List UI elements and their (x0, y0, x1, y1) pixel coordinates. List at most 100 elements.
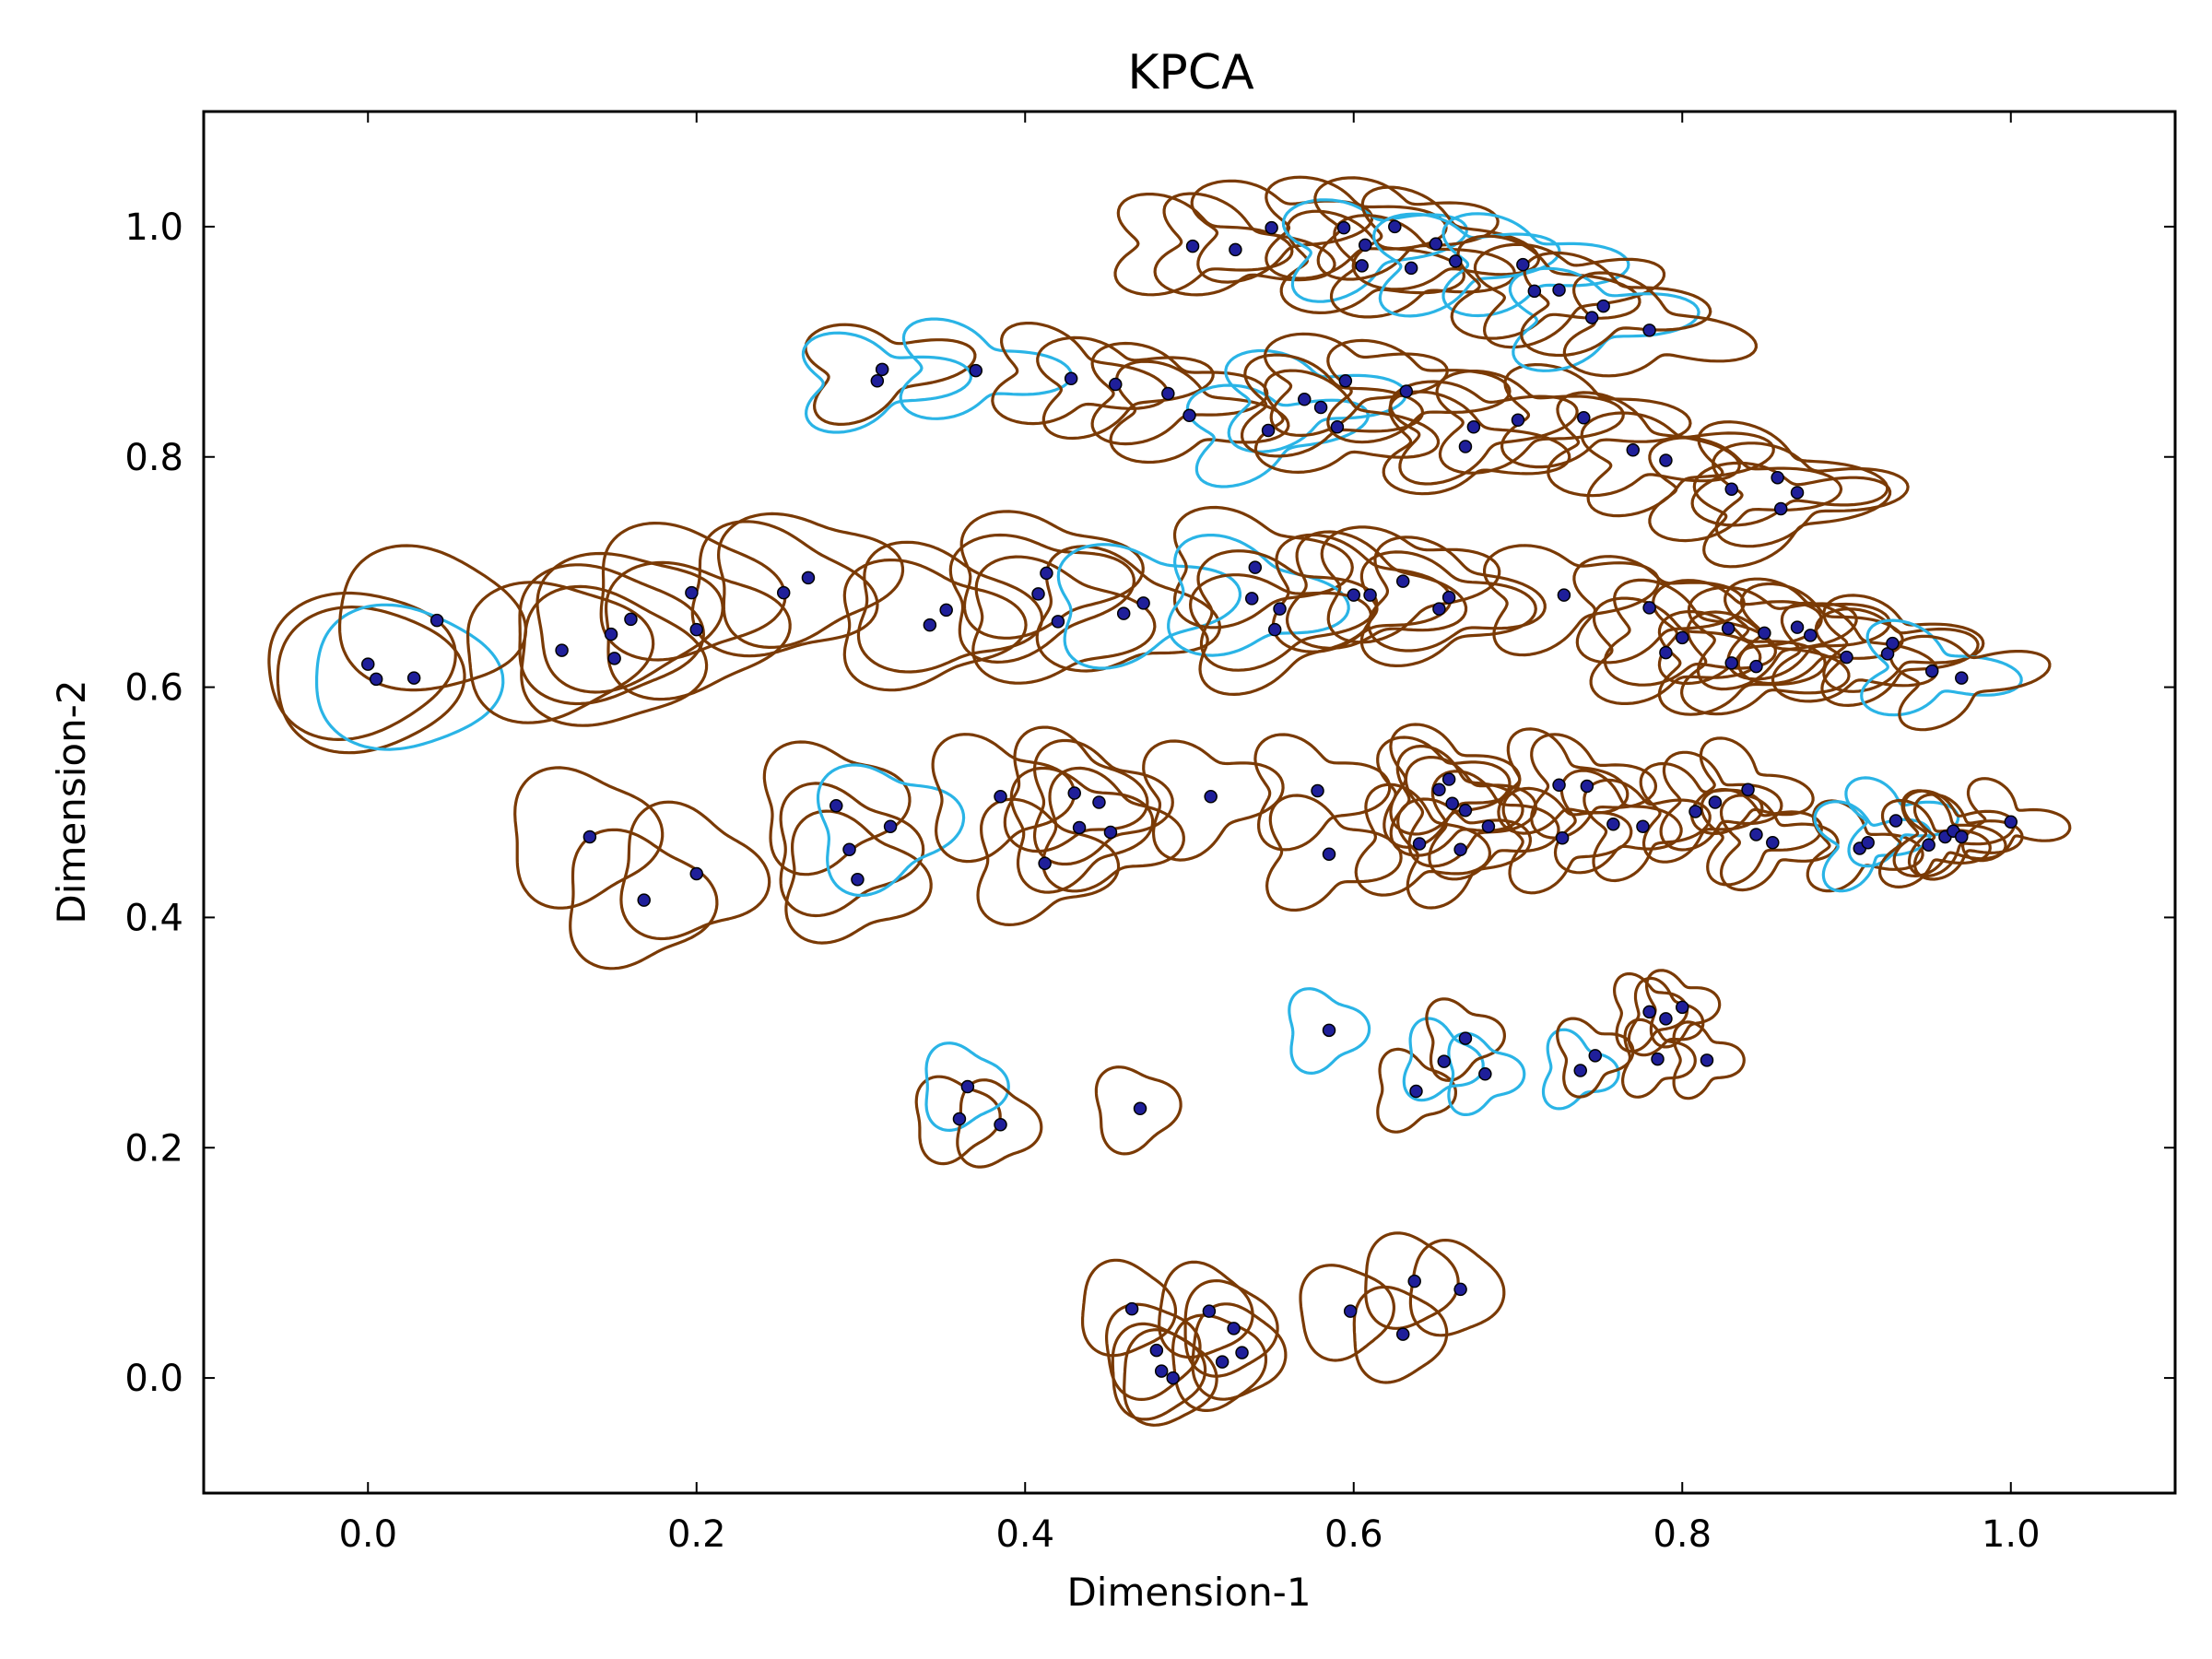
glyph-outline (1123, 1328, 1218, 1427)
glyph-outline-highlight (1508, 266, 1700, 372)
data-point (1955, 671, 1969, 685)
y-tick-label: 0.0 (124, 1358, 183, 1400)
data-point (1773, 501, 1788, 516)
glyph-outline (1520, 251, 1712, 358)
data-point (1235, 1346, 1249, 1359)
glyph-outline-highlight (1447, 1031, 1526, 1116)
glyph-outline (1672, 1020, 1746, 1100)
data-point (637, 893, 651, 907)
data-point (1651, 1052, 1665, 1066)
glyph-outline (276, 606, 466, 755)
data-point (1804, 629, 1818, 642)
data-point (1338, 374, 1353, 388)
glyph-outline (971, 555, 1157, 685)
glyph-outline (1719, 794, 1840, 892)
glyph-outline (1389, 380, 1579, 486)
x-tick-label: 0.6 (1324, 1513, 1383, 1556)
data-point (1154, 1364, 1169, 1378)
data-point (1092, 795, 1106, 809)
data-point (1336, 220, 1351, 235)
data-point (1642, 1005, 1656, 1019)
glyph-outline (1648, 436, 1843, 543)
data-point (1453, 842, 1467, 856)
glyph-outline-highlight (1860, 618, 2023, 717)
data-point (1458, 440, 1473, 453)
glyph-outline (1771, 601, 1939, 703)
data-point (1229, 242, 1242, 257)
data-point (582, 830, 597, 844)
data-point (1399, 384, 1414, 398)
data-point (1861, 835, 1875, 850)
data-point (1267, 622, 1282, 637)
y-tick-label: 0.8 (124, 437, 183, 479)
data-point (1790, 620, 1805, 634)
glyph-outline-highlight (1281, 198, 1468, 303)
data-point (939, 603, 953, 618)
glyph-outline (1627, 976, 1705, 1057)
glyph-outline (1041, 766, 1185, 893)
glyph-outline (1822, 594, 1985, 693)
data-point (1347, 588, 1360, 602)
data-point (1051, 615, 1065, 629)
data-point (1458, 1031, 1473, 1045)
data-point (685, 585, 699, 600)
glyph-outline (1253, 733, 1392, 852)
data-point (1478, 1067, 1492, 1081)
glyph-outline (1724, 577, 1891, 681)
data-point (1248, 560, 1263, 574)
data-point (1636, 819, 1650, 833)
data-point (1584, 311, 1599, 324)
data-point (1588, 1049, 1603, 1063)
data-point (1388, 219, 1402, 234)
glyph-outline (1961, 777, 2072, 863)
glyph-outline (1450, 234, 1641, 340)
y-tick-label: 0.6 (124, 667, 183, 710)
y-tick-label: 1.0 (124, 206, 183, 249)
glyph-layer (267, 175, 2072, 1427)
data-point (1922, 838, 1936, 852)
data-point (1659, 645, 1673, 660)
glyph-outline (1094, 1065, 1182, 1156)
y-axis-label: Dimension-2 (49, 679, 94, 924)
plot-frame (202, 110, 2177, 1495)
data-point (842, 842, 856, 856)
data-point (1322, 847, 1336, 861)
data-point (830, 798, 843, 813)
data-point (1453, 1282, 1467, 1297)
data-point (1330, 420, 1345, 434)
glyph-outline (338, 544, 528, 692)
glyph-outline (1603, 578, 1777, 687)
marker-layer (361, 219, 2018, 1385)
glyph-outline (1158, 1260, 1254, 1359)
data-point (1031, 587, 1045, 601)
data-point (1311, 783, 1324, 798)
data-point (607, 652, 621, 665)
data-point (1124, 1301, 1139, 1316)
data-point (1437, 1054, 1452, 1068)
data-point (1466, 420, 1481, 434)
data-point (1481, 819, 1496, 833)
glyph-outline (784, 809, 933, 945)
data-point (1429, 237, 1443, 251)
data-point (1676, 1000, 1689, 1015)
glyph-outline (1196, 549, 1379, 672)
glyph-outline (1530, 733, 1658, 840)
glyph-outline (1109, 359, 1290, 465)
data-point (1886, 636, 1900, 651)
x-tick-label: 0.8 (1653, 1513, 1712, 1556)
data-point (429, 613, 444, 628)
data-point (851, 872, 865, 887)
glyph-outline (1621, 1018, 1697, 1099)
glyph-outline (959, 510, 1145, 640)
data-point (1606, 817, 1620, 831)
glyph-outline-highlight (1185, 383, 1370, 488)
glyph-outline (842, 559, 1028, 692)
glyph-outline (1435, 370, 1625, 475)
data-point (555, 643, 569, 657)
data-point (1409, 1084, 1423, 1099)
glyph-outline (1589, 596, 1762, 705)
glyph-outline-highlight (801, 331, 973, 434)
data-point (1407, 1274, 1421, 1288)
glyph-outline (1404, 756, 1537, 868)
data-point (1215, 1355, 1230, 1369)
